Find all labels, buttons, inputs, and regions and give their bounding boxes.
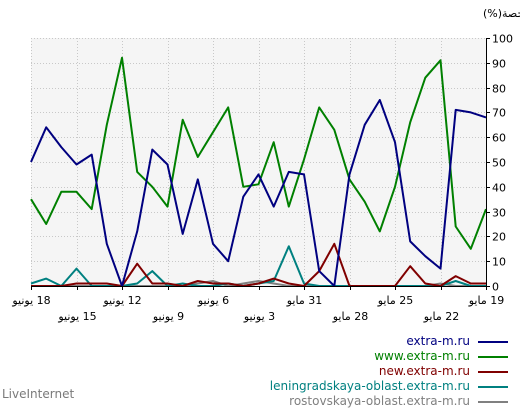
y-tick-label: 0 — [492, 281, 499, 294]
line-chart: الحصة(%) 0 10 20 30 40 50 60 70 80 90 100 19 مايو 2… — [11, 7, 520, 323]
x-tick-label: 28 مايو — [332, 310, 368, 323]
legend-label: new.extra-m.ru — [378, 364, 470, 378]
legend-swatch — [478, 385, 508, 388]
x-tick-label: 18 يونيو — [11, 294, 50, 307]
series-line-1 — [30, 99, 487, 287]
series-line-2 — [30, 56, 487, 250]
y-tick-label: 70 — [492, 107, 506, 120]
legend-swatch — [478, 400, 508, 403]
x-tick-label: 3 يونيو — [243, 310, 275, 323]
y-tick-label: 90 — [492, 58, 506, 71]
legend-swatch — [478, 370, 508, 373]
y-tick-label: 40 — [492, 182, 506, 195]
x-tick-label: 6 يونيو — [197, 294, 229, 307]
series-line-3 — [31, 242, 486, 287]
x-tick-label: 15 يونيو — [57, 310, 96, 323]
y-tick-label: 100 — [492, 33, 513, 46]
legend-item: new.extra-m.ru — [208, 364, 508, 379]
legend-item: extra-m.ru — [208, 334, 508, 349]
legend-swatch — [478, 340, 508, 343]
y-tick-label: 10 — [492, 256, 506, 269]
y-axis-title: الحصة(%) — [483, 7, 520, 20]
legend-item: rostovskaya-oblast.extra-m.ru — [208, 394, 508, 409]
y-tick-label: 50 — [492, 157, 506, 170]
legend-label: www.extra-m.ru — [374, 349, 470, 363]
legend-label: extra-m.ru — [406, 334, 470, 348]
legend-swatch — [478, 355, 508, 358]
x-tick-label: 19 مايو — [468, 294, 504, 307]
x-tick-label: 22 مايو — [423, 310, 459, 323]
y-tick-label: 30 — [492, 207, 506, 220]
x-tick-label: 12 يونيو — [102, 294, 141, 307]
legend-label: leningradskaya-oblast.extra-m.ru — [269, 379, 470, 393]
brand-label: LiveInternet — [2, 387, 75, 401]
legend: extra-m.ru www.extra-m.ru new.extra-m.ru le… — [208, 334, 508, 409]
y-tick-label: 80 — [492, 83, 506, 96]
legend-item: www.extra-m.ru — [208, 349, 508, 364]
y-tick-label: 20 — [492, 231, 506, 244]
legend-item: leningradskaya-oblast.extra-m.ru — [208, 379, 508, 394]
x-tick-label: 31 مايو — [286, 294, 322, 307]
legend-label: rostovskaya-oblast.extra-m.ru — [289, 394, 470, 408]
y-tick-label: 60 — [492, 132, 506, 145]
x-tick-label: 25 مايو — [377, 294, 413, 307]
x-tick-label: 9 يونيو — [152, 310, 184, 323]
